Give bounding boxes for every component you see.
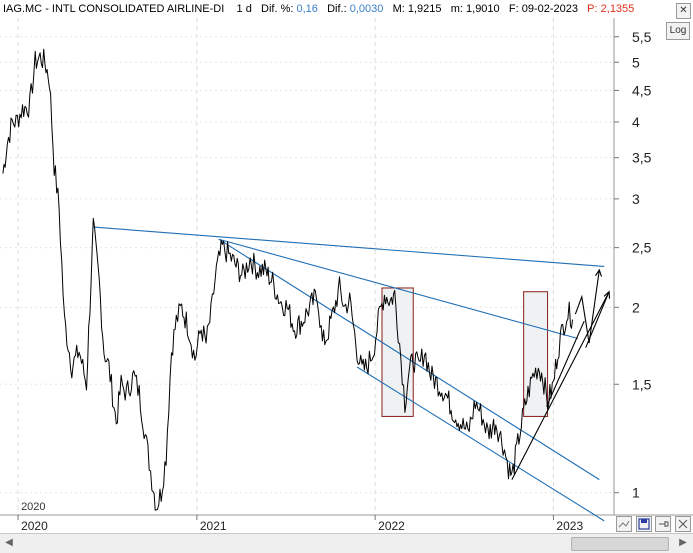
dif-pct-label: Dif. %: bbox=[261, 3, 294, 15]
period: 1 d bbox=[236, 3, 252, 15]
price-series bbox=[2, 48, 573, 511]
instrument-name: INTL CONSOLIDATED AIRLINE-DI bbox=[51, 3, 225, 15]
x-axis: 2020 2021 2022 2023 2020 bbox=[0, 501, 693, 533]
save-button[interactable] bbox=[636, 516, 652, 532]
chart-header: IAG.MC - INTL CONSOLIDATED AIRLINE-DI 1 … bbox=[3, 3, 635, 15]
scroll-right-icon[interactable]: ▶ bbox=[679, 537, 687, 548]
x-tick-label: 2022 bbox=[378, 519, 405, 533]
y-tick-label: 2,5 bbox=[632, 240, 652, 256]
grid bbox=[0, 18, 614, 515]
channel-line bbox=[93, 226, 605, 268]
min-value: 1,9010 bbox=[466, 3, 500, 15]
zoom-fit-icon bbox=[618, 520, 630, 528]
x-tick-label: 2021 bbox=[200, 519, 227, 533]
date-label: F: bbox=[508, 3, 519, 15]
close-icon: ✕ bbox=[679, 5, 688, 16]
log-scale-toggle[interactable]: Log bbox=[666, 22, 690, 40]
arrow-head bbox=[603, 290, 611, 299]
channel-line bbox=[218, 238, 579, 340]
x-tick-label: 2020 bbox=[21, 519, 48, 533]
y-tick-label: 3 bbox=[632, 191, 640, 207]
projection-arrows bbox=[574, 268, 611, 348]
pin-icon bbox=[659, 521, 669, 527]
symbol: IAG.MC bbox=[3, 3, 43, 15]
y-tick-label: 4 bbox=[632, 114, 640, 130]
scroll-left-icon[interactable]: ◀ bbox=[5, 537, 13, 548]
expand-icon bbox=[678, 519, 688, 529]
expand-button[interactable] bbox=[675, 516, 691, 532]
trend-lines bbox=[93, 226, 610, 522]
scrollbar-thumb[interactable] bbox=[571, 537, 669, 551]
y-tick-label: 4,5 bbox=[632, 82, 652, 98]
arrow-head bbox=[595, 268, 603, 277]
x-tick-label: 2023 bbox=[556, 519, 583, 533]
y-tick-label: 1 bbox=[632, 485, 640, 501]
projection-arrow bbox=[585, 291, 610, 348]
price-value: 2,1355 bbox=[600, 3, 635, 15]
dif-label: Dif.: bbox=[327, 3, 347, 15]
y-tick-label: 1,5 bbox=[632, 376, 652, 392]
pin-button[interactable] bbox=[655, 516, 671, 532]
y-tick-label: 5,5 bbox=[632, 29, 652, 45]
channel-line bbox=[356, 366, 605, 522]
trend-line bbox=[546, 320, 585, 407]
trend-line bbox=[511, 291, 610, 480]
x-in-plot-label: 2020 bbox=[21, 501, 45, 513]
y-tick-label: 3,5 bbox=[632, 150, 652, 166]
close-button[interactable]: ✕ bbox=[676, 3, 691, 19]
channel-line bbox=[218, 238, 600, 481]
price-line bbox=[2, 48, 573, 511]
horizontal-scrollbar[interactable]: ◀ ▶ bbox=[0, 533, 693, 553]
price-label: P: bbox=[587, 3, 598, 15]
dif-value: 0,0030 bbox=[349, 3, 384, 15]
date-value: 09-02-2023 bbox=[521, 3, 578, 15]
y-tick-label: 2 bbox=[632, 299, 640, 315]
max-value: 1,9215 bbox=[407, 3, 442, 15]
dif-pct-value: 0,16 bbox=[296, 3, 318, 15]
min-label: m: bbox=[450, 3, 463, 15]
y-tick-label: 5 bbox=[632, 54, 640, 70]
projection-arrow bbox=[574, 269, 600, 344]
zoom-fit-button[interactable] bbox=[616, 516, 632, 532]
max-label: M: bbox=[392, 3, 405, 15]
log-toggle-label: Log bbox=[669, 25, 687, 36]
y-axis: 5,5 5 4,5 4 3,5 3 2,5 2 1,5 1 bbox=[613, 18, 652, 515]
save-icon bbox=[638, 518, 650, 530]
